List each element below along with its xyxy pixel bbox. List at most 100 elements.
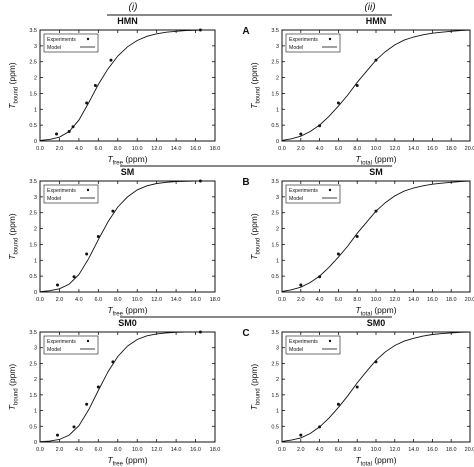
y-tick-label: 1 <box>276 409 279 415</box>
legend-marker-experiments <box>328 188 332 192</box>
y-tick-label: 1 <box>276 107 279 113</box>
y-tick-label: 1 <box>276 258 279 264</box>
experiment-point <box>318 124 322 128</box>
y-tick-label: 0.5 <box>271 424 279 430</box>
experiment-point <box>111 209 115 213</box>
x-tick-label: 14.0 <box>171 146 182 152</box>
legend-box <box>285 335 341 355</box>
experiment-point <box>85 101 89 105</box>
x-tick-label: 12.0 <box>151 146 162 152</box>
y-tick-label: 0.5 <box>29 274 37 280</box>
model-line <box>39 331 201 443</box>
x-tick-label: 20.0 <box>465 297 474 303</box>
x-tick-label: 4.0 <box>75 297 83 303</box>
x-tick-label: 16.0 <box>190 297 201 303</box>
legend-box <box>285 184 341 204</box>
row-label-c: C <box>242 328 249 339</box>
chart-title: HMN <box>117 16 138 26</box>
experiment-point <box>93 84 97 87</box>
x-tick-label: 6.0 <box>95 146 103 152</box>
experiment-point <box>85 402 89 406</box>
column-label-right: (ii) <box>364 2 375 13</box>
legend-label-model: Model <box>289 196 303 202</box>
experiment-point <box>71 125 75 129</box>
x-tick-label: 4.0 <box>316 146 324 152</box>
legend-label-model: Model <box>47 45 61 51</box>
legend-label-model: Model <box>47 196 61 202</box>
row-label-b: B <box>242 177 249 188</box>
chart-title: SM0 <box>367 318 386 328</box>
experiment-point <box>109 58 113 62</box>
experiment-point <box>72 425 76 429</box>
experiment-point <box>374 58 378 62</box>
experiment-point <box>198 179 202 183</box>
model-line <box>39 180 201 293</box>
x-tick-label: 20.0 <box>465 146 474 152</box>
experiment-point <box>96 385 100 389</box>
x-tick-label: 10.0 <box>132 447 143 453</box>
y-tick-label: 1.5 <box>271 242 279 248</box>
x-tick-label: 12.0 <box>151 447 162 453</box>
experiment-point <box>374 209 378 213</box>
x-axis-label: Ttotal (ppm) <box>355 305 396 318</box>
x-tick-label: 0.0 <box>36 447 44 453</box>
y-tick-label: 3.5 <box>29 179 37 185</box>
legend-label-experiments: Experiments <box>47 339 76 345</box>
x-tick-label: 14.0 <box>171 297 182 303</box>
x-tick-label: 16.0 <box>427 297 438 303</box>
x-tick-label: 14.0 <box>171 447 182 453</box>
x-tick-label: 12.0 <box>151 297 162 303</box>
x-tick-label: 16.0 <box>190 146 201 152</box>
y-tick-label: 0 <box>276 440 279 446</box>
legend-label-model: Model <box>289 45 303 51</box>
x-tick-label: 2.0 <box>56 447 64 453</box>
y-tick-label: 1.5 <box>29 393 37 399</box>
model-line <box>281 331 471 442</box>
chart-title: SM0 <box>118 318 137 328</box>
y-tick-label: 1 <box>34 409 37 415</box>
legend-marker-experiments <box>328 339 332 343</box>
chart-panel: HMN 0.0 2.0 4.0 6.0 8.0 10.0 12.0 14.0 16.0 18.0 0 0… <box>7 16 220 167</box>
y-tick-label: 2 <box>276 227 279 233</box>
y-tick-label: 2.5 <box>271 211 279 217</box>
plot-frame <box>39 180 216 293</box>
x-tick-label: 8.0 <box>353 447 361 453</box>
x-tick-label: 14.0 <box>408 447 419 453</box>
experiment-point <box>96 235 100 238</box>
x-tick-label: 6.0 <box>335 447 343 453</box>
x-tick-label: 14.0 <box>408 297 419 303</box>
x-tick-label: 18.0 <box>446 297 457 303</box>
x-tick-label: 0.0 <box>36 297 44 303</box>
x-tick-label: 8.0 <box>114 297 122 303</box>
y-tick-label: 2.5 <box>271 361 279 367</box>
x-tick-label: 18.0 <box>210 447 221 453</box>
x-tick-label: 8.0 <box>114 146 122 152</box>
x-tick-label: 16.0 <box>427 447 438 453</box>
experiment-point <box>355 385 359 389</box>
y-axis-label: Tbound (ppm) <box>7 364 20 411</box>
experiment-point <box>72 275 76 279</box>
legend-box <box>43 184 99 204</box>
x-tick-label: 18.0 <box>446 146 457 152</box>
x-tick-label: 16.0 <box>190 447 201 453</box>
y-tick-label: 1.5 <box>271 91 279 97</box>
y-tick-label: 3.5 <box>29 330 37 336</box>
y-tick-label: 2 <box>276 377 279 383</box>
x-tick-label: 18.0 <box>446 447 457 453</box>
y-axis-label: Tbound (ppm) <box>7 213 20 260</box>
x-axis-label: Tfree (ppm) <box>107 305 147 318</box>
experiment-point <box>318 275 322 279</box>
y-tick-label: 3.5 <box>271 179 279 185</box>
x-tick-label: 20.0 <box>465 447 474 453</box>
y-tick-label: 1.5 <box>29 242 37 248</box>
y-tick-label: 0 <box>34 440 37 446</box>
x-tick-label: 10.0 <box>132 146 143 152</box>
x-tick-label: 2.0 <box>56 297 64 303</box>
x-axis-label: Ttotal (ppm) <box>355 455 396 467</box>
y-axis-label: Tbound (ppm) <box>249 364 262 411</box>
legend-marker-experiments <box>328 37 332 41</box>
experiment-point <box>318 425 322 429</box>
y-tick-label: 0 <box>276 139 279 145</box>
x-tick-label: 12.0 <box>389 146 400 152</box>
